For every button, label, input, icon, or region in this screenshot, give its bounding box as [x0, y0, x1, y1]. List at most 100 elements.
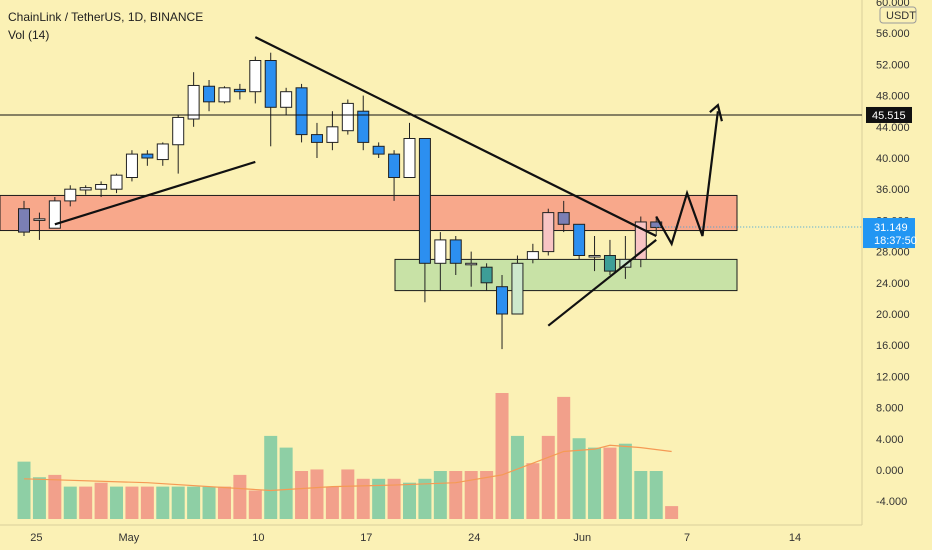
volume-bar	[433, 471, 447, 519]
currency-button[interactable]	[879, 6, 917, 24]
candle-body	[64, 188, 77, 202]
candle-body	[372, 145, 385, 155]
candle-body	[557, 212, 570, 225]
time-tick-label: 17	[360, 532, 372, 544]
price-tick-label: 12.000	[876, 371, 910, 383]
volume-bar	[356, 478, 370, 519]
candle-body	[480, 266, 493, 284]
price-tick-label: 16.000	[876, 340, 910, 352]
time-tick-label: 25	[30, 532, 42, 544]
volume-bar	[510, 435, 524, 519]
price-tick-label: 28.000	[876, 247, 910, 259]
candle-body	[48, 200, 61, 229]
price-tick-label: 0.000	[876, 465, 904, 477]
volume-bar	[310, 469, 324, 519]
time-axis: 25 May 10 17 24 Jun 7 14	[30, 532, 801, 544]
last-price-label: 31.149	[874, 222, 908, 234]
candle-body	[526, 251, 539, 260]
candle-body	[511, 262, 524, 315]
volume-bar	[217, 486, 231, 519]
last-price-badge	[863, 218, 915, 249]
drawings	[0, 36, 862, 327]
time-tick-label: 24	[468, 532, 480, 544]
volume-bar	[94, 482, 108, 519]
volume-bar	[110, 486, 124, 519]
volume-bar	[187, 486, 201, 519]
candle-body	[388, 153, 401, 179]
volume-bar	[649, 471, 663, 519]
candle-body	[141, 153, 154, 159]
volume-bar	[372, 478, 386, 519]
projection-path	[655, 111, 719, 247]
candle-body	[79, 187, 92, 191]
volume-bar	[495, 393, 509, 519]
price-tick-label: 56.000	[876, 28, 910, 40]
triangle-support-line	[547, 239, 657, 327]
price-tick-label: 36.000	[876, 184, 910, 196]
volume-indicator-label: Vol (14)	[8, 28, 50, 42]
candle-body	[603, 255, 616, 272]
countdown-label: 18:37:50	[874, 235, 917, 247]
volume-bar	[634, 471, 648, 519]
volume-bar	[603, 447, 617, 519]
time-tick-label: 10	[252, 532, 264, 544]
volume-bar	[557, 396, 571, 519]
level-price-badge	[866, 106, 912, 123]
time-tick-label: 14	[789, 532, 801, 544]
volume-bar	[79, 486, 93, 519]
volume-pane	[17, 393, 679, 519]
volume-bar	[572, 438, 586, 519]
volume-bar	[171, 486, 185, 519]
time-tick-label: May	[118, 532, 139, 544]
resistance-zone	[0, 194, 738, 232]
symbol-title: ChainLink / TetherUS, 1D, BINANCE	[8, 10, 204, 24]
candle-body	[403, 138, 416, 178]
candle-body	[280, 91, 293, 108]
price-tick-label: 52.000	[876, 59, 910, 71]
candle-body	[634, 221, 647, 260]
volume-bar	[202, 486, 216, 519]
price-pane	[0, 0, 863, 526]
volume-bar	[279, 447, 293, 519]
candle-body	[434, 239, 447, 264]
candle-body	[295, 87, 308, 136]
volume-bar	[264, 435, 278, 519]
zones	[0, 194, 738, 292]
price-tick-label: 60.000	[876, 0, 910, 9]
candle-body	[172, 116, 185, 146]
candle-body	[33, 218, 46, 221]
candle-body	[218, 87, 231, 103]
volume-bar	[541, 435, 555, 519]
volume-bar	[588, 447, 602, 519]
volume-bar	[156, 486, 170, 519]
volume-bar	[480, 471, 494, 519]
volume-bar	[526, 463, 540, 519]
price-tick-label: 44.000	[876, 122, 910, 134]
volume-bar	[140, 486, 154, 519]
downtrend-line	[254, 36, 657, 237]
volume-bar	[403, 482, 416, 519]
candles	[18, 52, 663, 350]
uptrend-line	[54, 160, 256, 226]
price-tick-label: 4.000	[876, 434, 904, 446]
candle-body	[588, 255, 601, 258]
volume-bar	[341, 469, 355, 519]
price-tick-label: 20.000	[876, 309, 910, 321]
candle-body	[326, 126, 339, 143]
price-tick-label: 8.000	[876, 403, 904, 415]
candle-body	[542, 212, 555, 253]
projection-arrow-head	[709, 103, 723, 122]
price-tick-label: -4.000	[876, 496, 907, 508]
candle-body	[418, 138, 431, 264]
candle-body	[465, 262, 478, 266]
volume-bar	[233, 474, 247, 519]
volume-bar	[17, 461, 31, 519]
volume-bar	[248, 490, 262, 519]
candle-body	[310, 134, 323, 143]
currency-button-label: USDT	[886, 10, 916, 22]
support-zone	[394, 258, 738, 292]
volume-bar	[418, 478, 432, 519]
candle-body	[187, 84, 200, 120]
